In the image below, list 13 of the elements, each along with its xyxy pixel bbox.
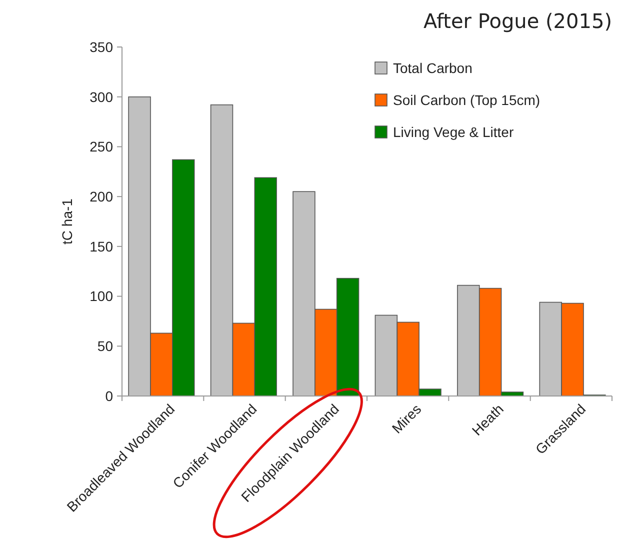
y-tick-label: 300 xyxy=(90,88,114,105)
legend-label: Living Vege & Litter xyxy=(393,124,514,140)
y-tick-label: 250 xyxy=(90,138,114,155)
y-tick-label: 150 xyxy=(90,238,114,254)
y-tick-label: 50 xyxy=(97,338,114,354)
text: After Pogue (2015) xyxy=(423,9,612,33)
y-tick-label: 100 xyxy=(90,288,114,304)
y-tick-label: 0 xyxy=(105,388,114,404)
y-tick-label: 350 xyxy=(90,38,114,55)
y-axis-title: tC ha-1 xyxy=(59,198,75,244)
legend-label: Total Carbon xyxy=(393,60,472,76)
legend-label: Soil Carbon (Top 15cm) xyxy=(393,92,540,108)
y-tick-label: 200 xyxy=(90,188,114,204)
